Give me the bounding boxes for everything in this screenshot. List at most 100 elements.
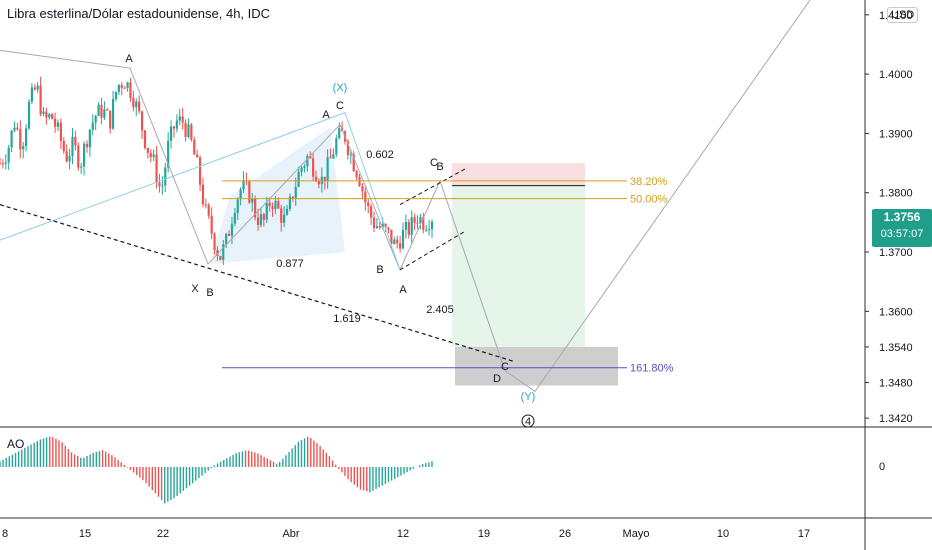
time-axis[interactable]: 8 15 22 Abr 12 19 26 Mayo 10 17	[2, 528, 810, 540]
candle-body	[27, 101, 31, 129]
indicator-label: AO	[7, 437, 25, 451]
fib-label: 38.20%	[630, 176, 668, 188]
candle-body	[129, 82, 132, 98]
candle-body	[387, 227, 390, 230]
candle-body	[285, 208, 289, 215]
time-tick-label: 15	[79, 528, 91, 540]
candle-body	[384, 224, 387, 228]
pattern-label: (X)	[333, 82, 348, 94]
candle-body	[4, 162, 7, 164]
pattern-label: C	[336, 100, 344, 112]
candle-body	[167, 140, 170, 168]
candle-body	[103, 109, 106, 118]
pattern-label: 2.405	[426, 304, 454, 316]
candle-body	[335, 138, 338, 155]
pattern-label: 0.602	[366, 149, 394, 161]
candle-body	[187, 124, 190, 137]
candle-body	[198, 157, 202, 185]
candle-body	[111, 98, 115, 129]
price-tick-label: 1.3600	[879, 306, 913, 318]
candle-body	[204, 204, 207, 206]
pattern-label: A	[399, 284, 407, 296]
candle-body	[251, 198, 254, 203]
candle-body	[419, 217, 422, 224]
candle-body	[88, 129, 91, 148]
stop-zone	[452, 163, 585, 186]
candle-body	[106, 109, 109, 111]
pattern-label: B	[436, 161, 443, 173]
candle-body	[370, 206, 373, 218]
candle-body	[288, 196, 292, 209]
pattern-label: 4	[525, 416, 531, 428]
candle-body	[39, 85, 42, 115]
candle-body	[22, 146, 25, 150]
candle-body	[135, 101, 138, 108]
candle-body	[401, 229, 405, 249]
candle-body	[425, 229, 428, 231]
candle-body	[109, 110, 112, 129]
candle-body	[291, 196, 294, 199]
price-tick-label: 1.3800	[879, 188, 913, 200]
price-tick-label: 1.3540	[879, 342, 913, 354]
candle-body	[317, 181, 321, 185]
candle-body	[155, 154, 158, 183]
candle-body	[355, 171, 358, 178]
pattern-label: A	[322, 109, 330, 121]
time-tick-label: 8	[2, 528, 8, 540]
trendline-dashed	[0, 204, 516, 363]
candle-body	[178, 116, 181, 121]
candle-body	[210, 215, 213, 234]
candle-body	[97, 104, 100, 116]
currency-button[interactable]: USD	[887, 7, 919, 23]
candle-body	[68, 155, 71, 162]
candle-body	[94, 115, 97, 123]
candle-body	[236, 199, 239, 214]
candle-body	[265, 202, 268, 220]
candle-body	[51, 114, 54, 119]
candle-body	[364, 191, 367, 203]
candle-body	[146, 147, 149, 153]
candle-body	[45, 111, 48, 118]
candle-body	[181, 116, 184, 123]
candle-body	[378, 226, 381, 228]
candle-body	[410, 217, 413, 235]
candle-body	[361, 185, 364, 192]
candle-body	[222, 244, 225, 260]
candle-body	[74, 136, 77, 146]
candle-body	[1, 163, 4, 165]
candle-body	[16, 127, 19, 130]
candle-body	[33, 87, 36, 90]
last-price: 1.3756	[883, 210, 921, 224]
candle-body	[375, 226, 379, 228]
candle-body	[56, 122, 60, 127]
candle-body	[242, 180, 245, 190]
candle-body	[259, 214, 263, 225]
time-tick-label: Abr	[282, 528, 299, 540]
wave-line	[0, 49, 209, 265]
candle-body	[164, 167, 167, 186]
candle-body	[184, 122, 187, 137]
candle-body	[338, 128, 341, 139]
candle-body	[268, 202, 271, 207]
candle-body	[381, 224, 384, 228]
time-tick-label: 12	[397, 528, 409, 540]
target-box	[455, 346, 618, 386]
candle-body	[271, 206, 274, 210]
time-tick-label: Mayo	[623, 528, 650, 540]
candle-body	[65, 151, 68, 162]
ao-zero-label: 0	[879, 461, 885, 473]
candle-body	[390, 229, 393, 245]
candle-body	[120, 84, 123, 88]
candle-body	[399, 243, 402, 249]
candle-body	[149, 152, 152, 158]
candle-body	[428, 229, 431, 231]
candle-body	[10, 130, 13, 148]
channel-lower	[399, 230, 466, 271]
time-tick-label: 10	[717, 528, 729, 540]
candle-body	[280, 208, 283, 223]
candle-body	[62, 141, 65, 152]
candle-body	[297, 171, 300, 187]
candle-body	[262, 214, 265, 220]
candle-body	[404, 221, 408, 230]
